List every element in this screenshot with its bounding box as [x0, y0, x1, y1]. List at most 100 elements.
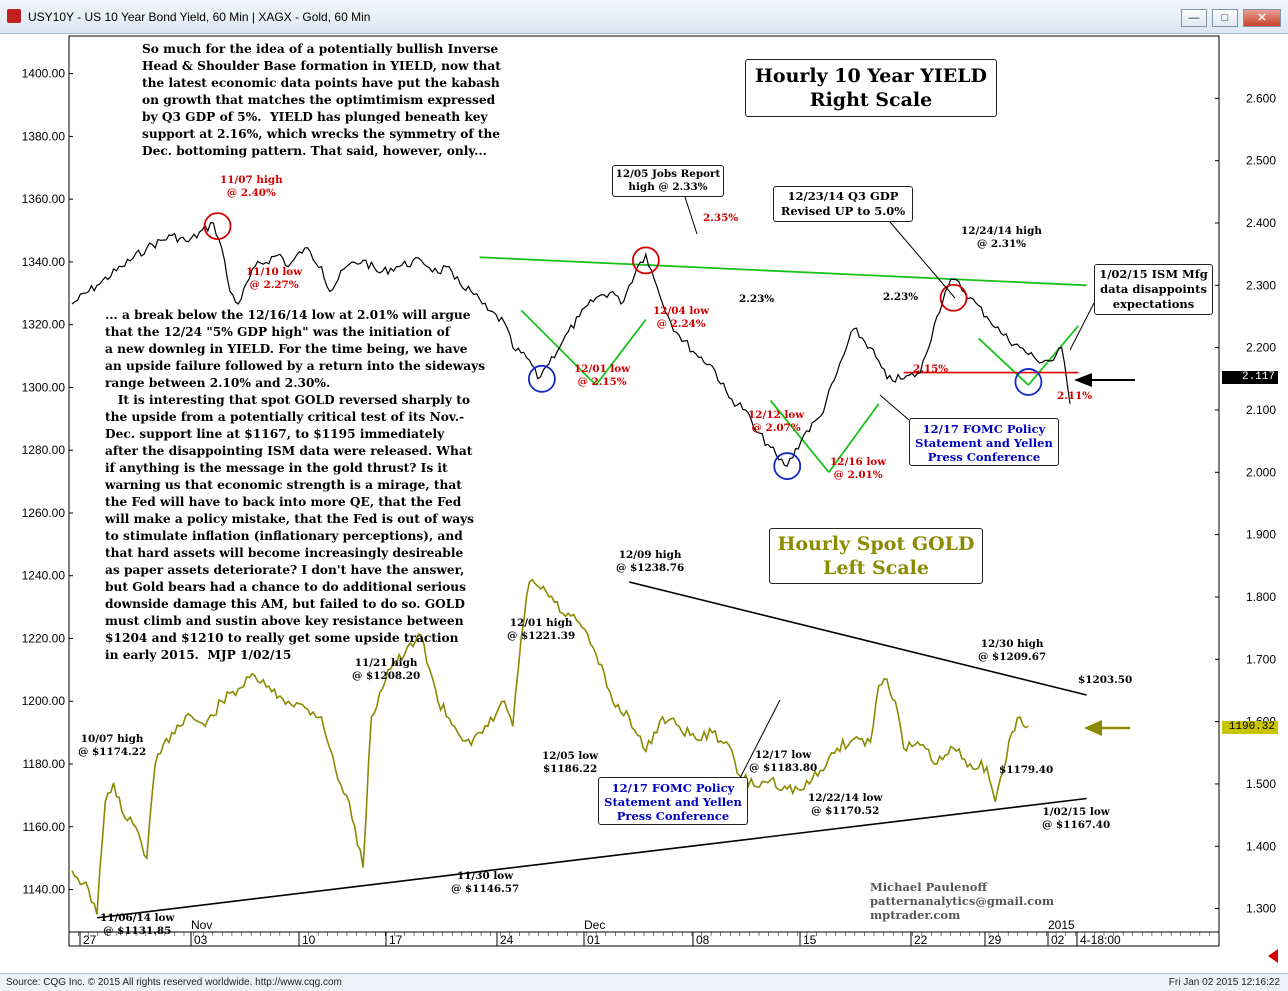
gold-annotation: 12/05 low $1186.22	[542, 750, 599, 775]
yield-head-down	[769, 400, 830, 473]
x-tick-label: 10	[302, 933, 316, 947]
yield-annotation: 2.11%	[1057, 390, 1093, 402]
gold-series-line	[71, 578, 1029, 915]
right-tick-label: 1.300	[1246, 902, 1276, 916]
right-tick-label: 1.500	[1246, 777, 1276, 791]
yield-annotation: 2.23%	[883, 291, 919, 303]
q3-gdp-box: 12/23/14 Q3 GDP Revised UP to 5.0%	[773, 186, 913, 222]
left-tick-label: 1240.00	[22, 569, 66, 583]
ism-box: 1/02/15 ISM Mfg data disappoints expecta…	[1094, 264, 1213, 315]
yield-annotation: 2.35%	[703, 212, 739, 224]
gold-annotation: 11/21 high @ $1208.20	[352, 657, 421, 682]
gold-annotation: 12/22/14 low @ $1170.52	[808, 792, 883, 817]
month-label: Dec	[584, 918, 605, 932]
yield-shoulder-right	[977, 337, 1030, 386]
right-tick-label: 2.200	[1246, 341, 1276, 355]
right-tick-label: 2.000	[1246, 465, 1276, 479]
trendlines	[96, 256, 1087, 919]
x-tick-label: 24	[500, 933, 514, 947]
yield-shoulder-left-up	[595, 319, 647, 386]
jobs-report-pointer	[684, 196, 698, 235]
gold-annotation: 12/01 high @ $1221.39	[507, 617, 576, 642]
app-icon	[7, 9, 21, 23]
left-tick-label: 1340.00	[22, 255, 66, 269]
yield-shoulder-left	[520, 309, 597, 386]
gold-annotation: 12/09 high @ $1238.76	[616, 549, 685, 574]
yield-high-circle	[203, 212, 232, 241]
maximize-button[interactable]: □	[1212, 9, 1238, 27]
yield-annotation: 11/10 low @ 2.27%	[246, 266, 303, 291]
x-tick-label: 29	[988, 933, 1002, 947]
gold-annotation: 11/30 low @ $1146.57	[451, 870, 520, 895]
x-axis: 27 03 10 17 24 01 08 15 22 29 02 4-18:00 Nov Dec 2015	[68, 918, 1219, 947]
commentary-middle: ... a break below the 12/16/14 low at 2.…	[105, 308, 486, 662]
commentary-top: So much for the idea of a potentially bu…	[142, 42, 501, 158]
yield-resistance-line	[479, 256, 1087, 287]
gold-resistance-line	[629, 581, 1087, 696]
gold-annotation: 11/06/14 low @ $1131.85	[100, 912, 175, 937]
x-tick-label: 03	[194, 933, 208, 947]
left-tick-label: 1320.00	[22, 318, 66, 332]
author-signature: Michael Paulenoff patternanalytics@gmail…	[870, 880, 1055, 922]
yield-annotation: 12/12 low @ 2.07%	[748, 409, 805, 434]
yield-low-circle	[527, 364, 556, 393]
right-tick-label: 1.900	[1246, 528, 1276, 542]
status-source: Source: CQG Inc. © 2015 All rights reser…	[6, 977, 342, 988]
q3-gdp-pointer	[889, 221, 956, 299]
yield-series-line	[71, 222, 1071, 467]
right-tick-label: 2.300	[1246, 278, 1276, 292]
yield-shoulder-right-up	[1027, 325, 1080, 386]
x-tick-label: 15	[803, 933, 817, 947]
left-axis: 1400.00 1380.00 1360.00 1340.00 1320.00 1300.…	[22, 67, 73, 897]
scroll-left-arrow	[1268, 949, 1278, 963]
yield-annotation: 12/04 low @ 2.24%	[653, 305, 710, 330]
fomc-yield-box: 12/17 FOMC Policy Statement and Yellen P…	[909, 418, 1059, 466]
window-title: USY10Y - US 10 Year Bond Yield, 60 Min |…	[28, 10, 371, 24]
gold-last-price-tag: 1190.32	[1222, 721, 1278, 734]
status-bar: Source: CQG Inc. © 2015 All rights reser…	[0, 973, 1288, 991]
yield-annotation: 2.15%	[913, 363, 949, 375]
yield-annotation: 12/01 low @ 2.15%	[574, 363, 631, 388]
minimize-button[interactable]: —	[1181, 9, 1207, 27]
right-tick-label: 2.500	[1246, 154, 1276, 168]
right-tick-label: 1.400	[1246, 839, 1276, 853]
window-titlebar: USY10Y - US 10 Year Bond Yield, 60 Min |…	[0, 0, 1288, 34]
month-label: 2015	[1048, 918, 1075, 932]
left-tick-label: 1180.00	[23, 757, 66, 771]
x-tick-label: 17	[389, 933, 403, 947]
right-tick-label: 1.800	[1246, 590, 1276, 604]
gold-annotation: 12/30 high @ $1209.67	[978, 638, 1047, 663]
left-tick-label: 1200.00	[22, 694, 66, 708]
yield-low-circle	[1014, 368, 1043, 396]
yield-last-price-tag: 2.117	[1222, 371, 1278, 384]
right-tick-label: 1.700	[1246, 652, 1276, 666]
gold-title-box: Hourly Spot GOLD Left Scale	[769, 528, 983, 584]
yield-low-circle	[773, 452, 802, 480]
gold-annotation: 1/02/15 low @ $1167.40	[1042, 806, 1111, 831]
gold-arrow-head	[1084, 720, 1102, 736]
jobs-report-box: 12/05 Jobs Report high @ 2.33%	[612, 165, 724, 197]
right-tick-label: 2.600	[1246, 91, 1276, 105]
left-tick-label: 1220.00	[22, 631, 66, 645]
x-tick-label: 08	[696, 933, 710, 947]
left-tick-label: 1360.00	[22, 192, 66, 206]
x-tick-label: 01	[587, 933, 601, 947]
left-tick-label: 1300.00	[22, 380, 66, 394]
yield-annotation: 11/07 high @ 2.40%	[220, 174, 283, 199]
gold-annotation: 12/17 low @ $1183.80	[749, 749, 818, 774]
yield-annotation: 12/16 low @ 2.01%	[830, 456, 887, 481]
ism-pointer	[1069, 302, 1095, 351]
close-button[interactable]: ✕	[1243, 9, 1281, 27]
x-tick-label: 4-18:00	[1080, 933, 1121, 947]
gold-annotation: 10/07 high @ $1174.22	[78, 733, 147, 758]
yield-arrow-head	[1074, 373, 1092, 387]
left-tick-label: 1160.00	[23, 820, 66, 834]
left-tick-label: 1260.00	[22, 506, 66, 520]
left-tick-label: 1280.00	[22, 443, 66, 457]
left-tick-label: 1400.00	[22, 67, 66, 81]
yield-head-up	[828, 403, 880, 473]
gold-annotation: $1203.50	[1078, 674, 1133, 686]
fomc-yield-pointer	[879, 394, 910, 421]
yield-annotation: 2.23%	[739, 293, 775, 305]
gold-support-line	[96, 797, 1087, 919]
